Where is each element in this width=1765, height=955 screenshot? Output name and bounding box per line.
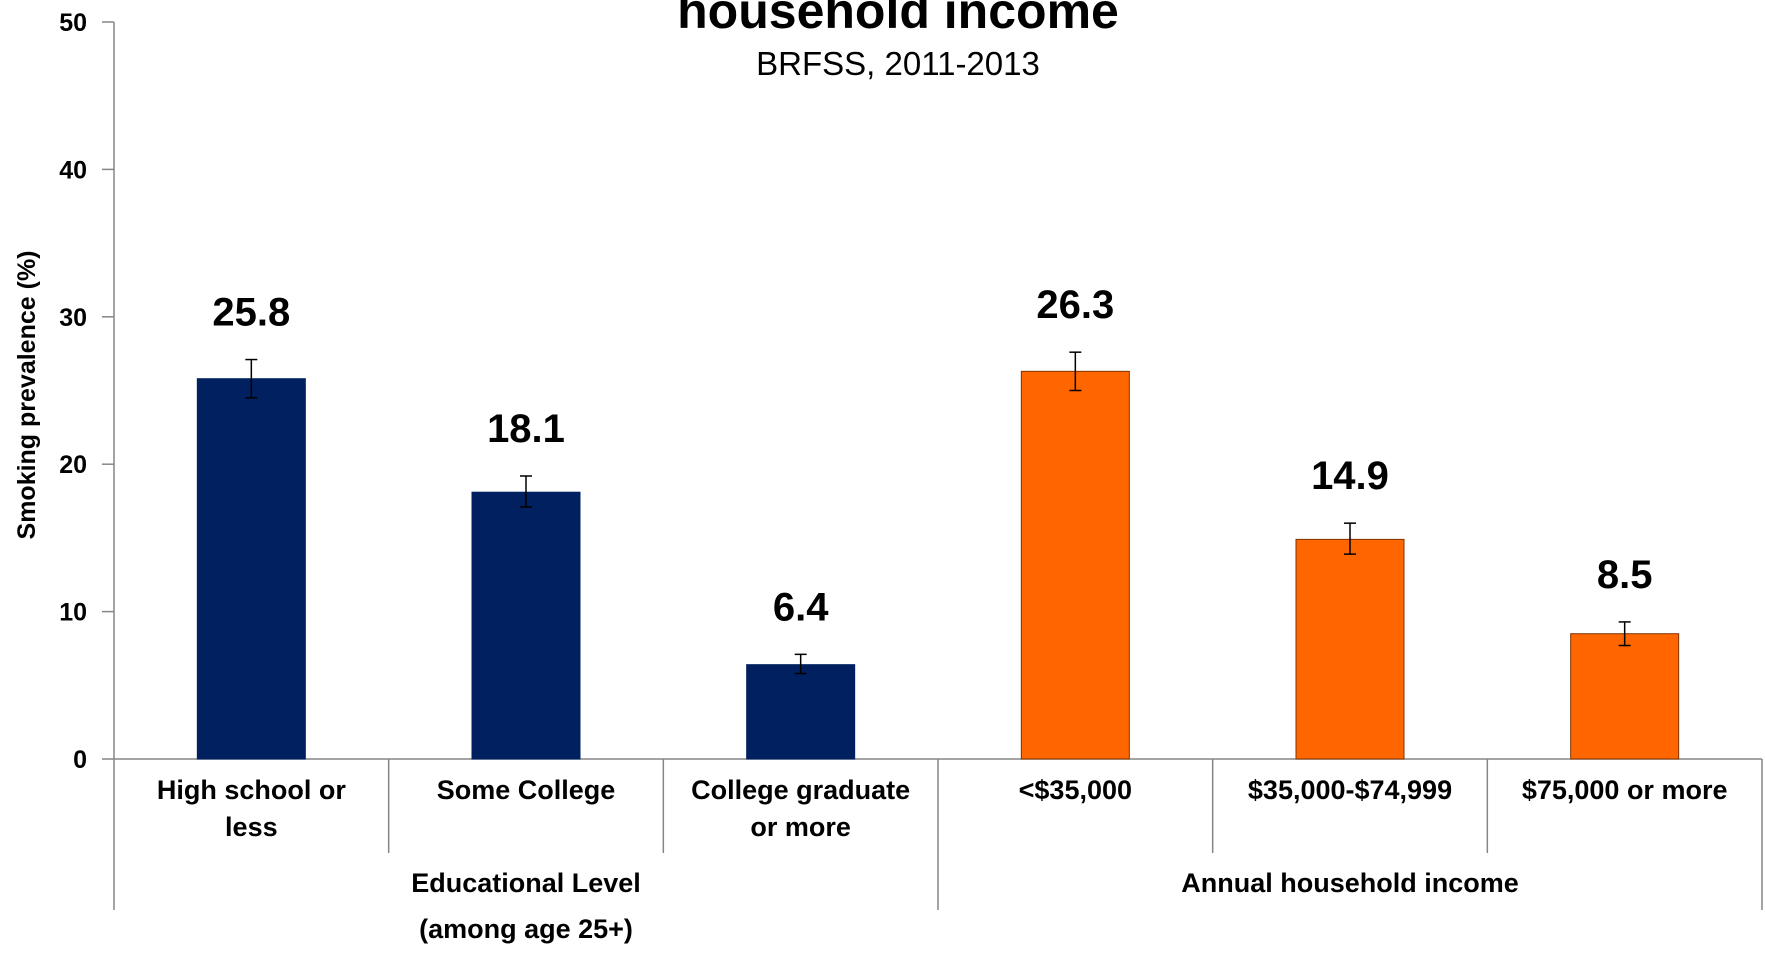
y-tick-label: 10 [59,599,87,627]
bar [471,491,581,760]
chart-subtitle: BRFSS, 2011-2013 [756,45,1040,82]
x-tick-label: $75,000 or more [1522,775,1728,805]
y-tick-label: 40 [59,156,87,184]
bar [1295,538,1405,760]
data-label: 26.3 [1036,283,1114,327]
data-label: 8.5 [1597,553,1653,597]
data-label: 18.1 [487,407,565,451]
group-label: (among age 25+) [419,914,633,944]
group-label: Educational Level [411,868,641,898]
data-label: 14.9 [1311,454,1389,498]
y-tick-label: 50 [59,9,87,37]
x-tick-label: less [225,812,278,842]
data-label: 25.8 [212,291,290,335]
x-tick-label: College graduate [691,775,910,805]
x-tick-label: <$35,000 [1019,775,1132,805]
data-label: 6.4 [773,585,829,629]
bar [1570,633,1680,760]
y-axis-label: Smoking prevalence (%) [13,251,41,540]
bar [746,664,856,760]
y-tick-label: 20 [59,451,87,479]
y-tick-label: 0 [73,746,87,774]
x-tick-label: or more [750,812,851,842]
bar [196,378,306,760]
x-tick-label: Some College [437,775,616,805]
y-tick-label: 30 [59,304,87,332]
chart-title: household income [677,0,1119,39]
group-label: Annual household income [1181,868,1519,898]
plot-area: 0 10 20 30 40 50 25.8 High school or less 18.1 Som… [59,9,1763,944]
x-tick-label: High school or [157,775,346,805]
x-tick-label: $35,000-$74,999 [1248,775,1452,805]
bar [1020,370,1130,760]
